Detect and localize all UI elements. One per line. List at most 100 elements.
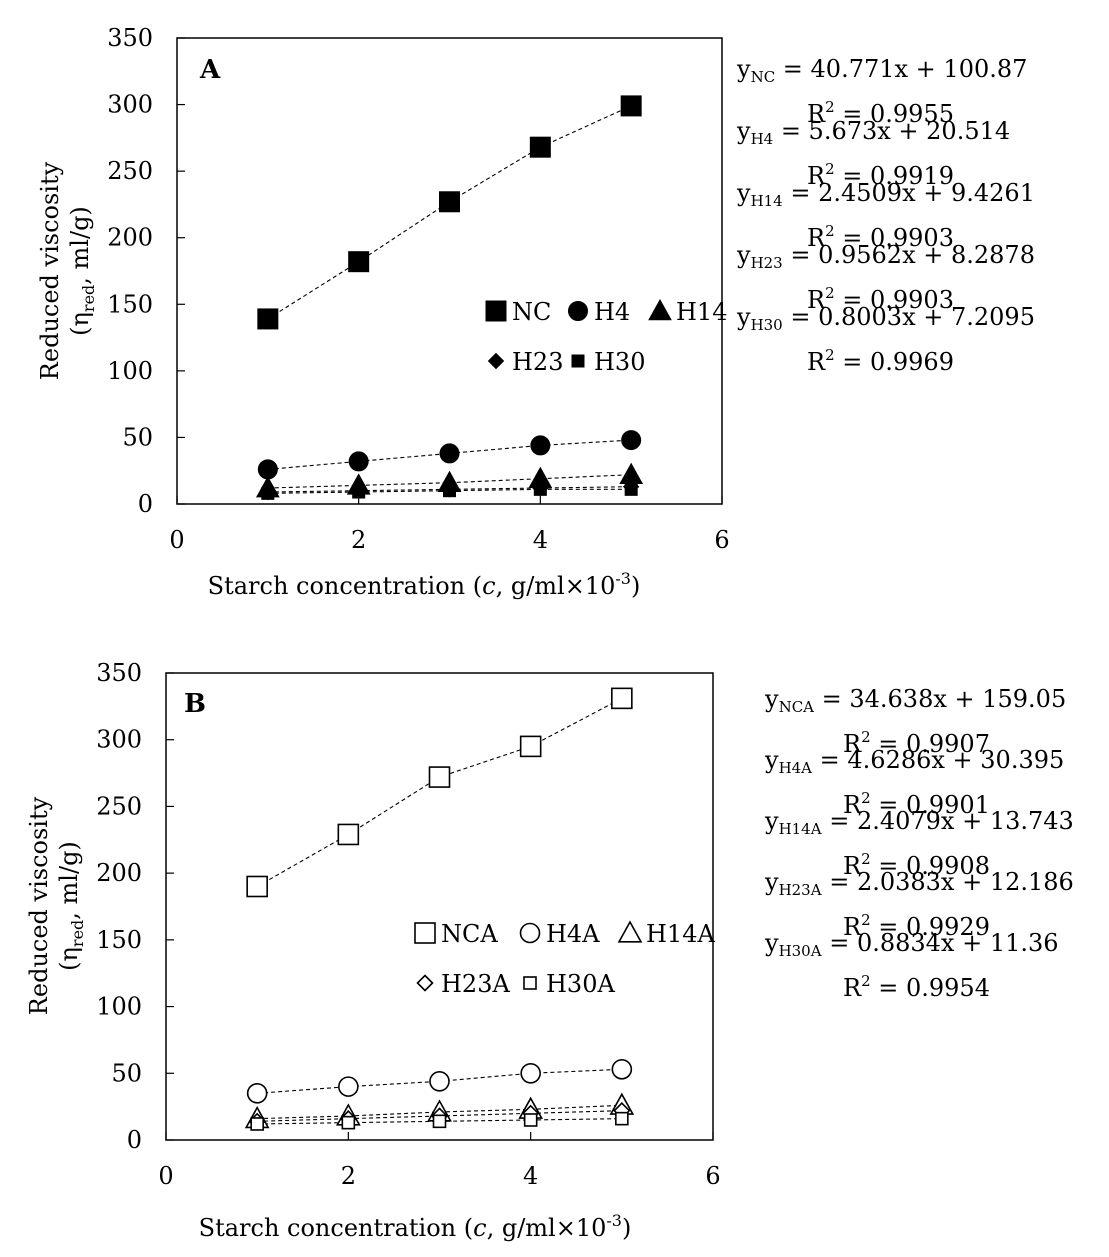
panel-b-x-axis-label: Starch concentration (c, g/ml×10-3) [199, 1211, 632, 1242]
panel-a-legend-nc-marker [485, 300, 507, 322]
panel-a-legend-h4-marker [568, 301, 588, 321]
panel-a-series-nc-point [257, 308, 279, 330]
panel-a-y-tick-label: 100 [107, 357, 153, 385]
panel-b-equation-nca: yNCA = 34.638x + 159.05 R2 = 0.9907 [765, 684, 1066, 759]
panel-b-series-h30a-point [250, 1117, 264, 1131]
panel-a-series-h30-trendline [267, 488, 632, 494]
panel-b-legend-h4a-marker [519, 922, 541, 944]
panel-a-equation-nc: yNC = 40.771x + 100.87 R2 = 0.9955 [737, 54, 1027, 129]
panel-b-series-h30a-point [523, 1113, 538, 1127]
panel-a-legend-h14-label: H14 [676, 298, 727, 326]
panel-b-y-tick-label: 150 [96, 926, 142, 954]
panel-b-series-nca-point [428, 766, 451, 788]
panel-a-equation-h14-formula: yH14 = 2.4509x + 9.4261 [737, 179, 1035, 210]
panel-b-legend-h14a-label: H14A [646, 920, 715, 948]
panel-a-y-axis-label-line1: Reduced viscosity [36, 161, 64, 380]
panel-b-equation-h30a: yH30A = 0.8834x + 11.36 R2 = 0.9954 [765, 928, 1059, 1003]
panel-a-y-tick-label: 200 [107, 224, 153, 252]
panel-a-series-nc-point [620, 95, 642, 117]
panel-a-y-tick-label: 50 [122, 423, 153, 451]
panel-a-plot-frame [176, 37, 723, 505]
panel-b-series-h4a-point [246, 1083, 268, 1104]
panel-a-series-nc-point [529, 136, 551, 158]
panel-a-series-h30-point [533, 482, 547, 496]
panel-a-series-nc-trendline [267, 105, 632, 320]
panel-a-series-h4-point [621, 430, 642, 451]
panel-b-series-nca-point [337, 823, 360, 846]
panel-b-equation-h30a-r-squared: R2 = 0.9954 [843, 972, 990, 1002]
panel-b-equation-h4a-formula: yH4A = 4.6286x + 30.395 [765, 746, 1065, 777]
panel-a-chart: 0 50 100 150 200 250 300 350 0 2 4 6 NC H4 H14 H23 H30… [36, 24, 730, 600]
panel-a-legend-h14-marker [648, 298, 672, 321]
panel-b-series-h30a-point [341, 1115, 356, 1130]
panel-a-y-tick-label: 300 [107, 91, 153, 119]
panel-b-label: B [184, 689, 206, 719]
panel-b-series-h4a-point [338, 1076, 359, 1097]
panel-b-chart: 0 50 100 150 200 250 300 350 0 2 4 6 NCA H4A H14A H23… [25, 659, 721, 1242]
panel-b-series-h30a-point [432, 1114, 447, 1129]
panel-a-y-tick-label: 250 [107, 157, 153, 185]
panel-a-equation-h4-r-squared: R2 = 0.9919 [807, 160, 954, 190]
panel-b-series-nca-point [519, 735, 542, 758]
panel-a-y-tick-label: 350 [107, 24, 153, 52]
panel-b-equation-h14a-r-squared: R2 = 0.9908 [843, 850, 990, 880]
panel-b-legend-nca-label: NCA [441, 920, 498, 948]
panel-a-series-nc-point [439, 191, 460, 213]
panel-b-y-tick-label: 100 [96, 993, 142, 1021]
panel-a-series-h30-point [352, 485, 366, 499]
panel-a-equation-h23-formula: yH23 = 0.9562x + 8.2878 [737, 241, 1035, 272]
panel-b-series-nca-trendline [256, 697, 623, 887]
panel-a-series-h4-point [530, 435, 551, 456]
panel-b-x-tick-label: 0 [158, 1162, 173, 1190]
panel-a-series-h30-point [443, 484, 456, 498]
panel-b-series-nca-point [611, 687, 633, 710]
panel-a-equation-h23-r-squared: R2 = 0.9903 [807, 284, 954, 314]
panel-a-series-h14-trendline [267, 474, 632, 489]
panel-a-x-tick-label: 6 [714, 526, 729, 554]
panel-a-equation-h23: yH23 = 0.9562x + 8.2878 R2 = 0.9903 [737, 240, 1035, 315]
panel-b-x-tick-label: 6 [705, 1162, 720, 1190]
panel-b-y-tick-label: 300 [96, 726, 142, 754]
panel-a-series-h30-point [261, 486, 275, 500]
panel-a-legend-nc-label: NC [512, 298, 551, 326]
panel-a-x-tick-label: 2 [351, 526, 366, 554]
panel-b-equation-h4a: yH4A = 4.6286x + 30.395 R2 = 0.9901 [765, 745, 1064, 820]
panel-b-legend-h30a-label: H30A [546, 970, 615, 998]
panel-b-equation-h4a-r-squared: R2 = 0.9901 [843, 789, 990, 819]
panel-a-legend-h23-label: H23 [512, 348, 563, 376]
panel-a-series-h4-point [348, 451, 369, 472]
panel-b-equation-h23a-r-squared: R2 = 0.9929 [843, 911, 990, 941]
panel-b-equation-nca-formula: yNCA = 34.638x + 159.05 [765, 685, 1067, 716]
panel-b-series-h4a-point [429, 1070, 450, 1092]
panel-b-x-tick-label: 4 [523, 1162, 538, 1190]
panel-b-equation-h23a: yH23A = 2.0383x + 12.186 R2 = 0.9929 [765, 867, 1074, 942]
panel-b-equation-h14a-formula: yH14A = 2.4079x + 13.743 [765, 807, 1074, 838]
panel-b-y-tick-label: 350 [96, 659, 142, 687]
panel-b-legend-h4a-label: H4A [546, 920, 600, 948]
panel-b-legend-h23a-marker [416, 974, 434, 992]
panel-b-plot-frame [165, 672, 714, 1141]
panel-a-series-h30-point [624, 482, 638, 496]
panel-a-legend-h30-label: H30 [594, 348, 645, 376]
panel-a-series-h23-trendline [267, 486, 632, 493]
panel-b-y-axis-label-line2: (ηred, ml/g) [55, 841, 87, 971]
panel-a-y-tick-label: 0 [138, 490, 153, 518]
panel-a-equation-h14-r-squared: R2 = 0.9903 [807, 222, 954, 252]
panel-b-y-tick-label: 0 [127, 1126, 142, 1154]
panel-b-y-axis-label-line1: Reduced viscosity [25, 796, 53, 1015]
panel-a-y-tick-label: 150 [107, 290, 153, 318]
panel-a-equation-h30-r-squared: R2 = 0.9969 [807, 346, 954, 376]
panel-a-equation-nc-formula: yNC = 40.771x + 100.87 [737, 55, 1028, 86]
panel-a-series-nc-point [348, 251, 370, 273]
panel-a-label: A [199, 55, 221, 85]
panel-b-equation-nca-r-squared: R2 = 0.9907 [843, 728, 990, 758]
panel-a-x-axis-label: Starch concentration (c, g/ml×10-3) [208, 569, 641, 600]
panel-b-y-tick-label: 250 [96, 792, 142, 820]
panel-b-legend-nca-marker [414, 922, 436, 944]
panel-a-equation-h14: yH14 = 2.4509x + 9.4261 R2 = 0.9903 [737, 178, 1035, 253]
panel-b-series-h4a-point [520, 1062, 541, 1084]
panel-b-legend-h23a-label: H23A [441, 970, 510, 998]
panel-b-legend-h14a-marker [617, 920, 643, 943]
panel-a-equation-h30-formula: yH30 = 0.8003x + 7.2095 [737, 303, 1035, 334]
